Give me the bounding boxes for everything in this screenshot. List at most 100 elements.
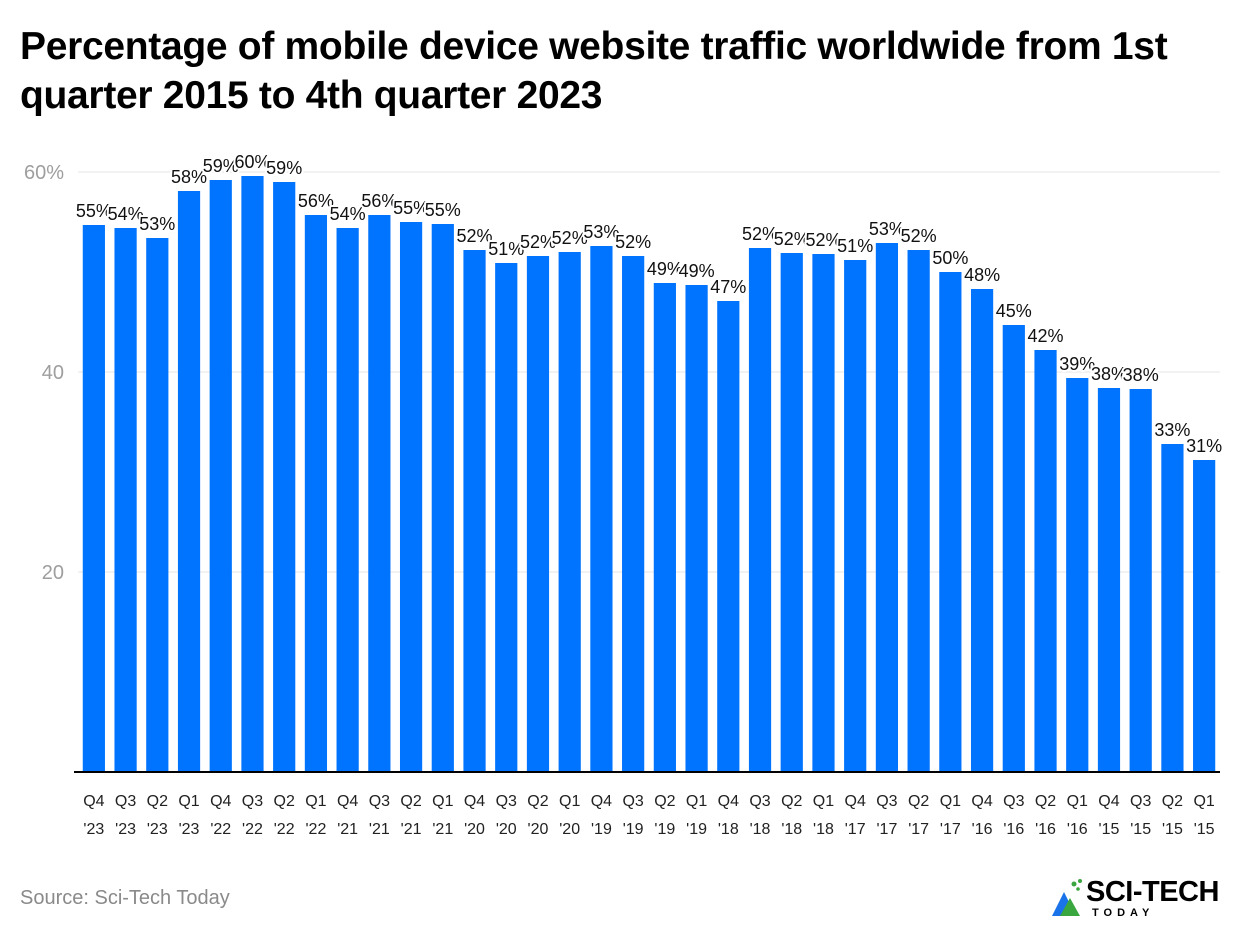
x-tick-label: Q4'17 (845, 793, 866, 838)
bar (780, 253, 803, 772)
bar (241, 176, 264, 772)
bar (1161, 444, 1184, 772)
data-label: 49% (647, 259, 683, 279)
x-tick-label: Q3'16 (1003, 793, 1024, 838)
data-label: 42% (1028, 326, 1064, 346)
bar (1066, 378, 1089, 772)
bar (177, 191, 201, 772)
bar (875, 243, 899, 772)
data-label: 39% (1059, 354, 1095, 374)
bar (1034, 350, 1057, 772)
data-label: 56% (361, 191, 397, 211)
x-tick-label: Q3'23 (115, 793, 136, 838)
bar (622, 256, 645, 772)
data-label: 52% (552, 228, 588, 248)
x-tick-label: Q1'20 (559, 793, 580, 838)
bar (431, 224, 454, 772)
bar (653, 283, 676, 772)
bar (209, 180, 232, 772)
data-label: 59% (203, 156, 239, 176)
x-tick-label: Q4'18 (718, 793, 739, 838)
logo-subtitle: TODAY (1092, 907, 1155, 919)
data-label: 52% (742, 224, 778, 244)
bar (399, 222, 423, 772)
data-label: 49% (679, 261, 715, 281)
data-label: 38% (1091, 364, 1127, 384)
chart-title: Percentage of mobile device website traf… (20, 25, 1168, 117)
x-tick-label: Q3'22 (242, 793, 263, 838)
x-tick-label: Q4'15 (1098, 793, 1119, 838)
x-tick-label: Q2'19 (654, 793, 675, 838)
bar (273, 182, 296, 772)
data-label: 51% (837, 236, 873, 256)
data-label: 55% (76, 201, 112, 221)
data-label: 52% (457, 226, 493, 246)
bar (146, 238, 169, 772)
x-tick-label: Q1'15 (1193, 793, 1214, 838)
x-tick-label: Q2'22 (274, 793, 295, 838)
bar (717, 301, 740, 772)
logo-name: SCI-TECH (1086, 876, 1219, 908)
bar (685, 285, 708, 772)
x-tick-label: Q1'19 (686, 793, 707, 838)
x-tick-label: Q4'21 (337, 793, 358, 838)
x-tick-label: Q2'15 (1162, 793, 1183, 838)
y-tick-label: 40 (42, 362, 64, 384)
data-label: 52% (805, 230, 841, 250)
data-label: 52% (774, 229, 810, 249)
bar (939, 272, 962, 772)
x-tick-label: Q2'16 (1035, 793, 1056, 838)
x-tick-label: Q2'21 (400, 793, 421, 838)
source-note: Source: Sci-Tech Today (20, 887, 230, 909)
bar (812, 254, 835, 772)
sci-tech-logo: SCI-TECH TODAY (1050, 876, 1230, 924)
x-tick-label: Q3'17 (876, 793, 897, 838)
data-label: 48% (964, 265, 1000, 285)
x-tick-label: Q3'15 (1130, 793, 1151, 838)
data-label: 31% (1186, 436, 1222, 456)
bar (590, 246, 613, 772)
data-label: 54% (108, 204, 144, 224)
x-tick-label: Q1'18 (813, 793, 834, 838)
x-tick-label: Q2'23 (147, 793, 168, 838)
data-label: 47% (710, 277, 746, 297)
data-label: 38% (1123, 365, 1159, 385)
x-tick-label: Q2'20 (527, 793, 548, 838)
bar (907, 250, 930, 772)
x-tick-label: Q4'16 (971, 793, 992, 838)
data-label: 51% (488, 239, 524, 259)
bar (304, 215, 328, 772)
bar (1129, 389, 1152, 772)
data-label: 52% (520, 232, 556, 252)
x-tick-label: Q3'20 (496, 793, 517, 838)
y-tick-label: 60% (24, 162, 64, 184)
data-label: 60% (234, 152, 270, 172)
data-label: 55% (425, 200, 461, 220)
bar (526, 256, 550, 772)
bar (82, 225, 105, 772)
x-tick-label: Q1'23 (178, 793, 199, 838)
data-label: 53% (139, 214, 175, 234)
data-label: 55% (393, 198, 429, 218)
bar (1193, 460, 1216, 772)
bar (1002, 325, 1025, 772)
bar (558, 252, 581, 772)
bar (970, 289, 994, 772)
x-tick-label: Q3'21 (369, 793, 390, 838)
x-tick-label: Q1'17 (940, 793, 961, 838)
x-tick-label: Q3'18 (749, 793, 770, 838)
bar (114, 228, 137, 772)
data-label: 52% (901, 226, 937, 246)
x-tick-label: Q4'20 (464, 793, 485, 838)
data-label: 56% (298, 191, 334, 211)
bar (495, 263, 518, 772)
bar (368, 215, 391, 772)
data-label: 53% (869, 219, 905, 239)
data-label: 33% (1154, 420, 1190, 440)
bar (844, 260, 867, 772)
data-label: 58% (171, 167, 207, 187)
data-label: 50% (932, 248, 968, 268)
logo-mark-icon (1052, 879, 1082, 916)
